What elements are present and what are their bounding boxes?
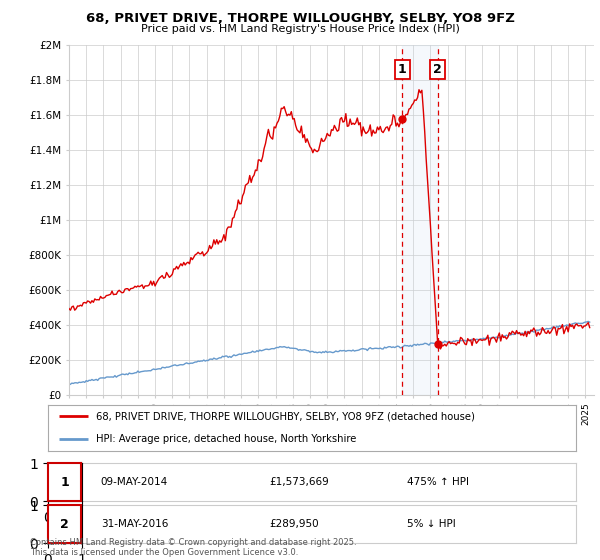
Text: 2: 2 [60, 517, 69, 531]
Text: 68, PRIVET DRIVE, THORPE WILLOUGHBY, SELBY, YO8 9FZ: 68, PRIVET DRIVE, THORPE WILLOUGHBY, SEL… [86, 12, 514, 25]
Text: £289,950: £289,950 [270, 519, 319, 529]
Text: 68, PRIVET DRIVE, THORPE WILLOUGHBY, SELBY, YO8 9FZ (detached house): 68, PRIVET DRIVE, THORPE WILLOUGHBY, SEL… [95, 412, 475, 421]
Text: 475% ↑ HPI: 475% ↑ HPI [407, 477, 469, 487]
Text: 2: 2 [433, 63, 442, 76]
Bar [402, 45, 438, 395]
Text: HPI: Average price, detached house, North Yorkshire: HPI: Average price, detached house, Nort… [95, 435, 356, 444]
Text: 31-MAY-2016: 31-MAY-2016 [101, 519, 168, 529]
Text: 5% ↓ HPI: 5% ↓ HPI [407, 519, 456, 529]
Text: 1: 1 [60, 475, 69, 489]
Text: 09-MAY-2014: 09-MAY-2014 [101, 477, 168, 487]
Text: Contains HM Land Registry data © Crown copyright and database right 2025.
This d: Contains HM Land Registry data © Crown c… [30, 538, 356, 557]
Text: £1,573,669: £1,573,669 [270, 477, 329, 487]
Text: 1: 1 [398, 63, 407, 76]
Text: Price paid vs. HM Land Registry's House Price Index (HPI): Price paid vs. HM Land Registry's House … [140, 24, 460, 34]
